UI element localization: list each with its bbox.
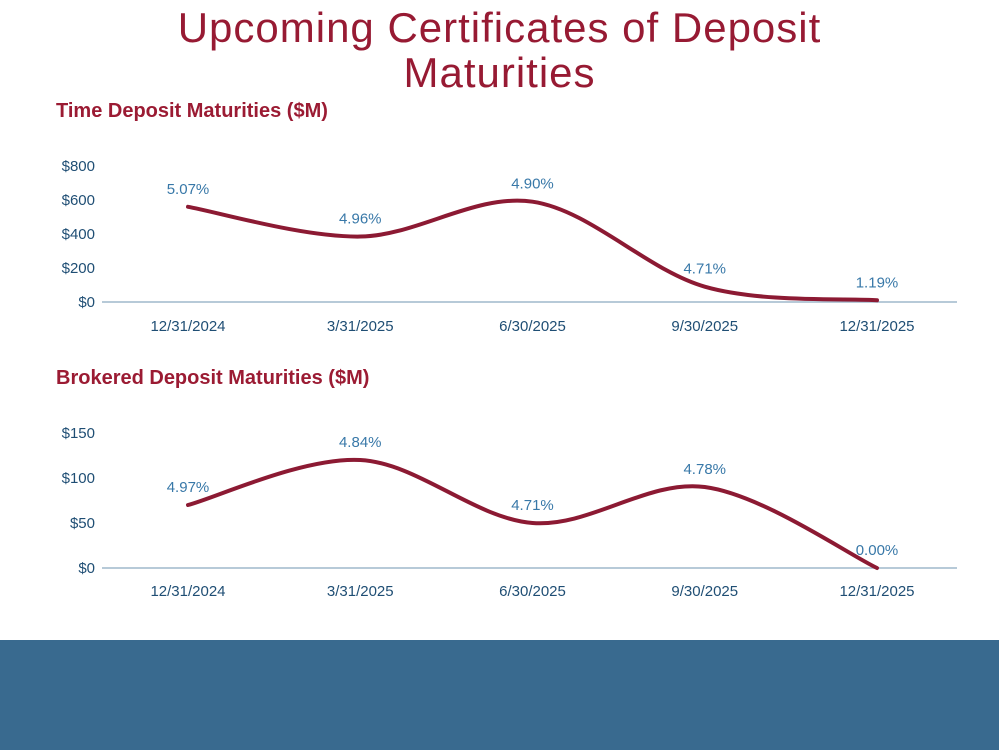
y-tick-label: $800 bbox=[62, 158, 95, 175]
x-tick-label: 12/31/2025 bbox=[839, 583, 914, 600]
point-label: 4.84% bbox=[339, 434, 382, 451]
slide-title-line2: Maturities bbox=[403, 49, 596, 96]
series-line bbox=[186, 457, 879, 570]
point-label: 4.96% bbox=[339, 211, 382, 228]
brokered-deposit-chart-title: Brokered Deposit Maturities ($M) bbox=[56, 367, 370, 389]
x-tick-label: 6/30/2025 bbox=[499, 583, 566, 600]
y-tick-label: $150 bbox=[62, 425, 95, 442]
y-tick-label: $100 bbox=[62, 470, 95, 487]
x-tick-label: 3/31/2025 bbox=[327, 583, 394, 600]
slide-title: Upcoming Certificates of Deposit Maturit… bbox=[0, 5, 999, 95]
time-deposit-chart-title: Time Deposit Maturities ($M) bbox=[56, 100, 328, 122]
x-tick-label: 9/30/2025 bbox=[671, 318, 738, 335]
point-label: 4.71% bbox=[511, 497, 554, 514]
point-label: 4.71% bbox=[683, 261, 726, 278]
footer-bar: NB Bancorp, Inc. Note: Deposit compositi… bbox=[0, 640, 999, 750]
x-tick-label: 9/30/2025 bbox=[671, 583, 738, 600]
x-tick-label: 12/31/2024 bbox=[150, 583, 225, 600]
y-tick-label: $50 bbox=[70, 515, 95, 532]
x-tick-label: 12/31/2025 bbox=[839, 318, 914, 335]
y-tick-label: $400 bbox=[62, 226, 95, 243]
point-label: 5.07% bbox=[167, 181, 210, 198]
y-tick-label: $0 bbox=[78, 560, 95, 577]
y-tick-label: $0 bbox=[78, 294, 95, 311]
slide-title-line1: Upcoming Certificates of Deposit bbox=[177, 4, 822, 51]
y-tick-label: $200 bbox=[62, 260, 95, 277]
y-tick-label: $600 bbox=[62, 192, 95, 209]
x-tick-label: 12/31/2024 bbox=[150, 318, 225, 335]
point-label: 4.90% bbox=[511, 176, 554, 193]
time-deposit-maturities-chart: $800 $600 $400 $200 $0 5.07% 4.96% 4.90% 4.71% 1.… bbox=[62, 158, 957, 335]
series-line bbox=[186, 198, 879, 303]
point-label: 0.00% bbox=[856, 542, 899, 559]
x-tick-label: 3/31/2025 bbox=[327, 318, 394, 335]
x-tick-label: 6/30/2025 bbox=[499, 318, 566, 335]
brokered-deposit-maturities-chart: $150 $100 $50 $0 4.97% 4.84% 4.71% 4.78% 0.00% 12… bbox=[62, 425, 957, 600]
point-label: 4.78% bbox=[683, 461, 726, 478]
point-label: 4.97% bbox=[167, 479, 210, 496]
point-label: 1.19% bbox=[856, 274, 899, 291]
